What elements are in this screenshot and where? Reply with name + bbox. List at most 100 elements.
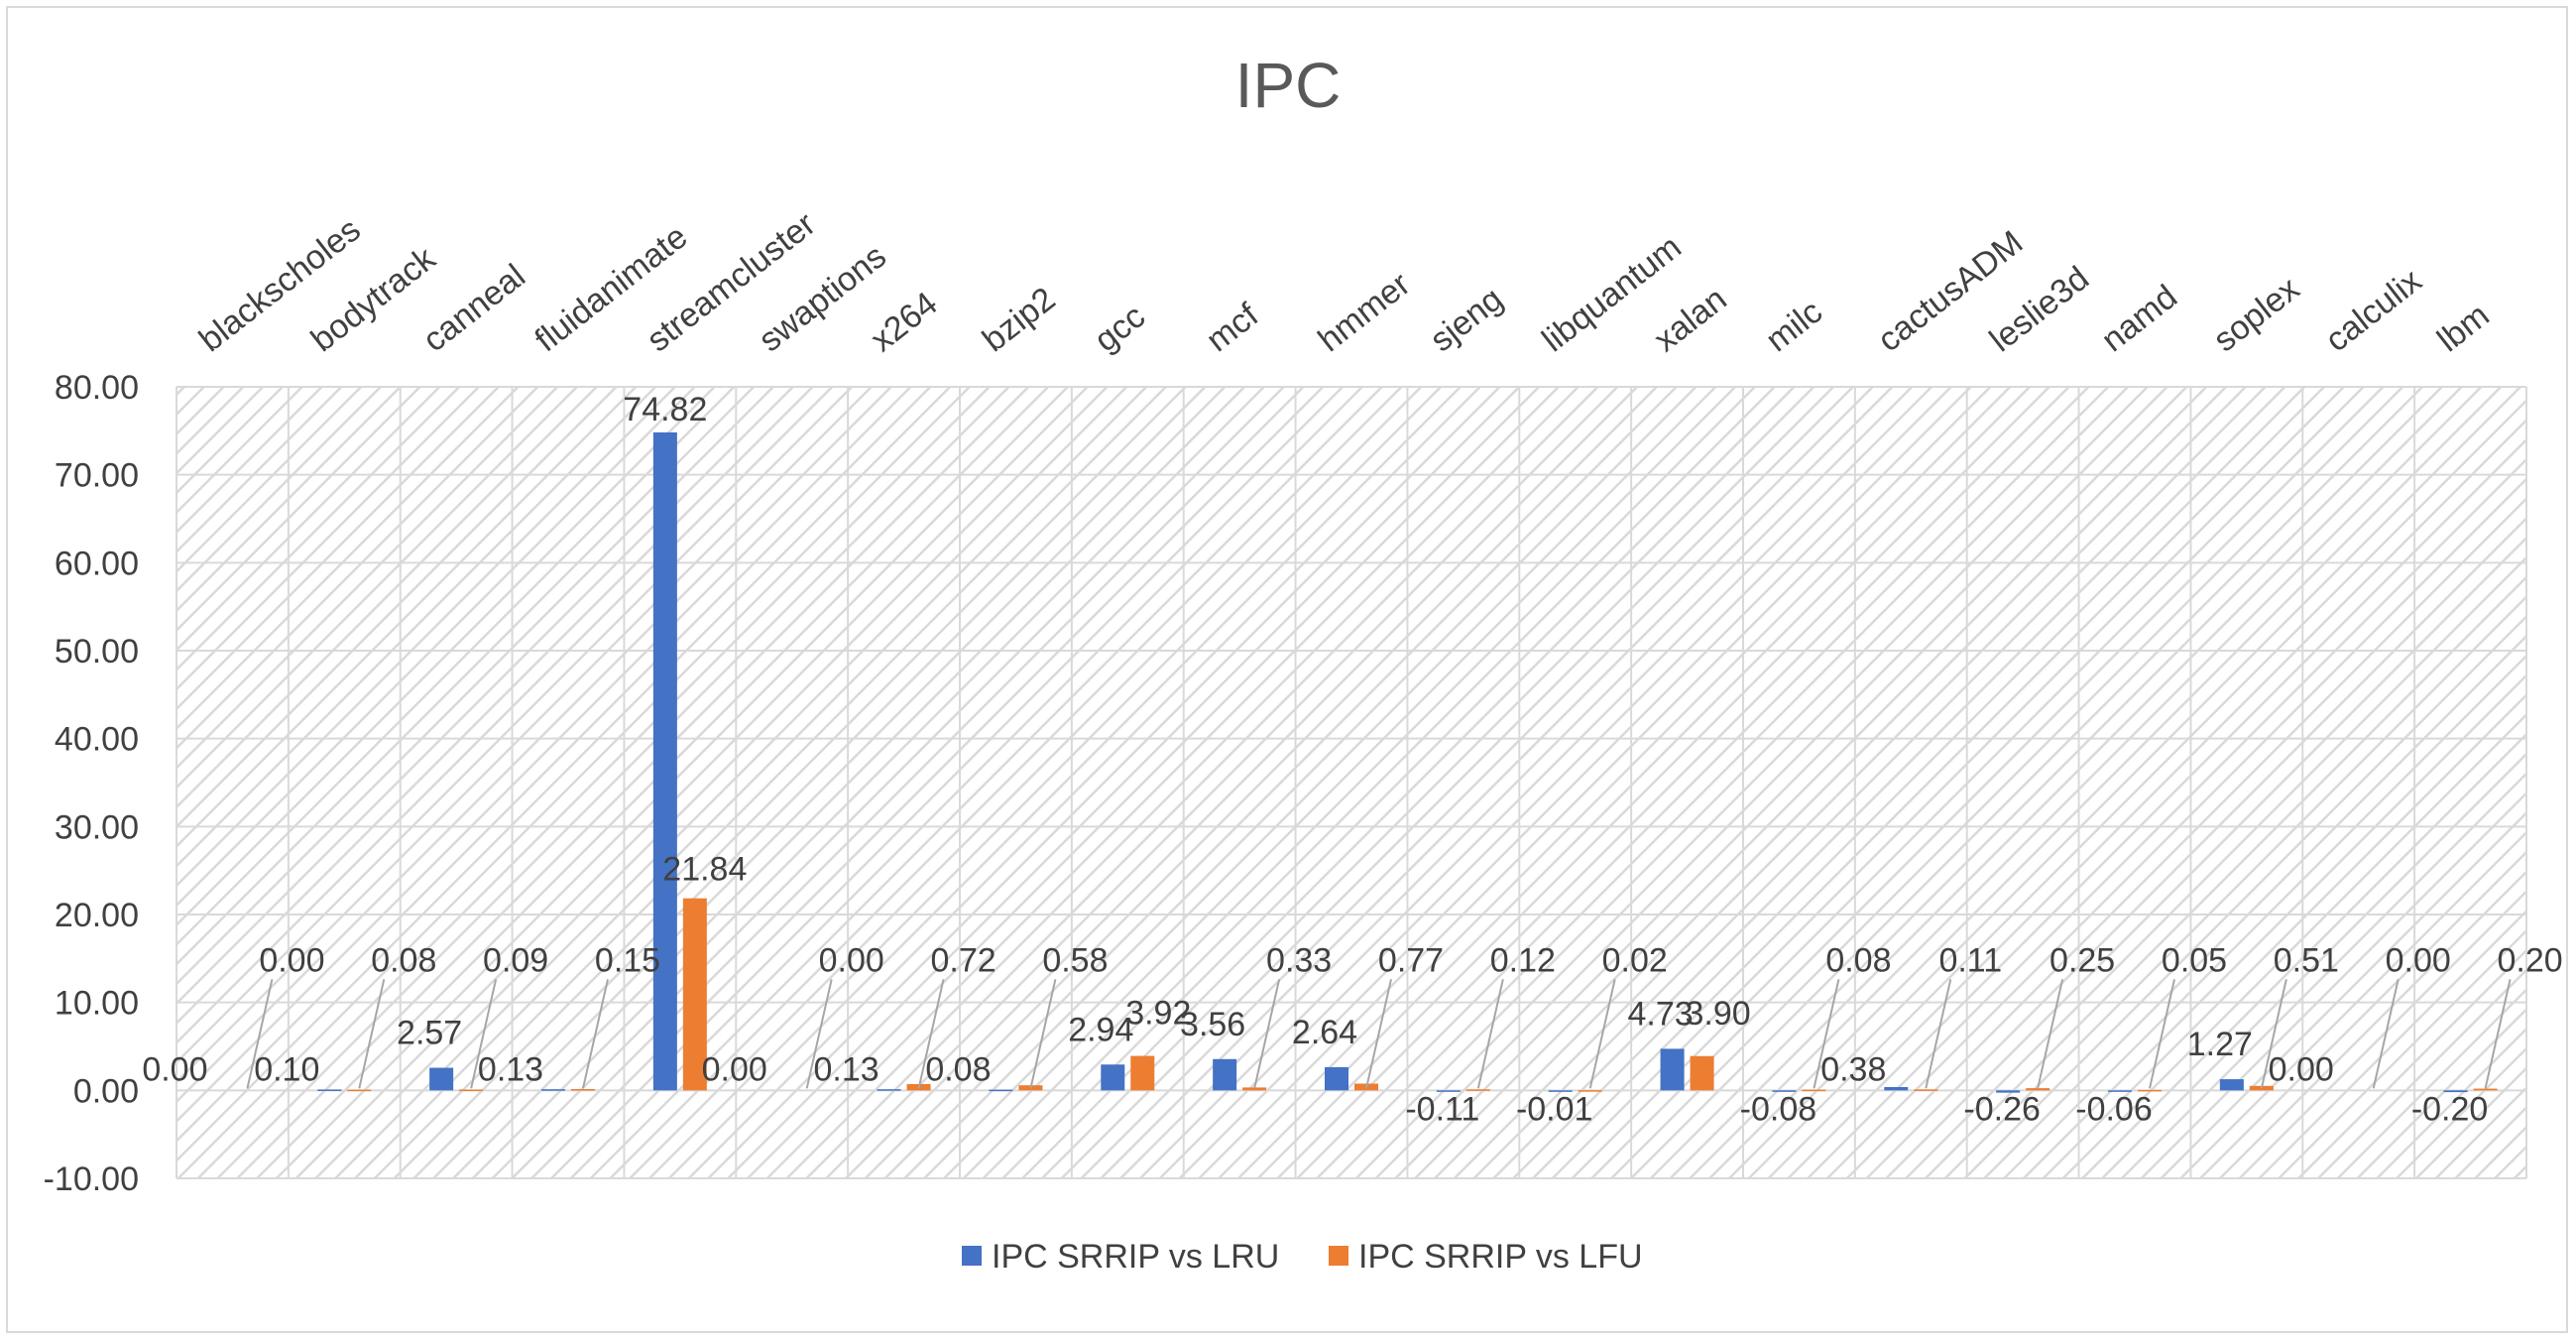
bar-srrip-vs-lru <box>1101 1064 1125 1091</box>
y-tick-label: 50.00 <box>55 633 139 670</box>
data-label-srrip-vs-lfu: 3.92 <box>1125 995 1191 1033</box>
leader-line <box>2484 979 2512 1089</box>
data-label-srrip-vs-lru: -0.11 <box>1405 1090 1479 1128</box>
leader-line <box>1253 979 1281 1089</box>
y-tick-label: 20.00 <box>55 897 139 934</box>
bar-srrip-vs-lfu <box>2473 1088 2498 1091</box>
data-label-srrip-vs-lfu: 0.00 <box>819 941 884 979</box>
data-label-srrip-vs-lru: 2.94 <box>1068 1011 1133 1048</box>
data-label-srrip-vs-lru: -0.26 <box>1963 1090 2041 1128</box>
data-label-srrip-vs-lru: 0.00 <box>2269 1050 2334 1088</box>
bar-srrip-vs-lru <box>1325 1066 1348 1091</box>
x-tick-label: bzip2 <box>976 280 1062 359</box>
data-label-srrip-vs-lfu: 0.12 <box>1490 941 1556 979</box>
data-label-srrip-vs-lru: 0.00 <box>702 1050 767 1088</box>
x-tick-label: milc <box>1759 293 1829 359</box>
data-label-srrip-vs-lfu: 0.02 <box>1602 941 1668 979</box>
leader-line <box>805 979 833 1089</box>
data-label-srrip-vs-lfu: 0.09 <box>483 941 548 979</box>
bar-srrip-vs-lru <box>541 1089 565 1091</box>
data-label-srrip-vs-lru: 4.73 <box>1627 995 1693 1033</box>
x-tick-label: lbm <box>2430 297 2497 360</box>
leader-line <box>2149 979 2175 1089</box>
x-tick-label: x264 <box>864 285 944 359</box>
leader-line <box>2037 979 2064 1089</box>
data-label-srrip-vs-lfu: 0.11 <box>1938 941 2002 979</box>
data-label-srrip-vs-lfu: 0.58 <box>1042 941 1108 979</box>
leader-line <box>1476 979 1504 1089</box>
data-label-srrip-vs-lru: 1.27 <box>2187 1026 2253 1063</box>
x-tick-label: calculix <box>2318 262 2428 360</box>
data-label-srrip-vs-lfu: 0.51 <box>2274 941 2339 979</box>
bar-srrip-vs-lfu <box>2138 1089 2162 1092</box>
bar-srrip-vs-lru <box>989 1089 1013 1092</box>
leader-line <box>2260 979 2287 1089</box>
bar-srrip-vs-lfu <box>2026 1088 2050 1091</box>
x-tick-label: soplex <box>2206 270 2306 359</box>
data-label-srrip-vs-lfu: 0.00 <box>2386 941 2451 979</box>
bar-srrip-vs-lru <box>877 1089 901 1091</box>
y-tick-label: 60.00 <box>55 545 139 582</box>
y-tick-label: 70.00 <box>55 457 139 495</box>
leader-line <box>1588 979 1616 1089</box>
leader-line <box>246 979 274 1089</box>
legend-swatch-srrip-vs-lru <box>962 1246 982 1266</box>
data-label-srrip-vs-lfu: 0.08 <box>1825 941 1891 979</box>
data-label-srrip-vs-lru: 2.57 <box>397 1015 462 1052</box>
x-tick-label: mcf <box>1200 296 1266 359</box>
data-label-srrip-vs-lru: 3.56 <box>1180 1006 1245 1043</box>
data-label-srrip-vs-lfu: 0.72 <box>930 941 995 979</box>
chart-title: IPC <box>1235 50 1342 121</box>
bar-srrip-vs-lfu <box>571 1089 595 1091</box>
y-tick-label: -10.00 <box>44 1160 139 1198</box>
bar-srrip-vs-lru <box>1436 1090 1461 1092</box>
data-label-srrip-vs-lru: -0.01 <box>1516 1090 1593 1128</box>
legend-label-srrip-vs-lfu: IPC SRRIP vs LFU <box>1358 1238 1643 1276</box>
data-label-srrip-vs-lru: -0.20 <box>2411 1090 2489 1128</box>
bar-srrip-vs-lru <box>1884 1086 1909 1091</box>
data-label-srrip-vs-lfu: 3.90 <box>1685 995 1750 1033</box>
y-tick-label: 0.00 <box>73 1072 139 1110</box>
bar-srrip-vs-lfu <box>1130 1055 1155 1091</box>
bar-srrip-vs-lfu <box>1242 1087 1267 1091</box>
data-label-srrip-vs-lfu: 0.33 <box>1266 941 1332 979</box>
data-label-srrip-vs-lfu: 0.15 <box>595 941 660 979</box>
leader-line <box>1925 979 1952 1089</box>
data-label-srrip-vs-lru: 0.00 <box>142 1050 207 1088</box>
leader-line <box>470 979 498 1089</box>
bar-srrip-vs-lru <box>1660 1048 1685 1091</box>
bar-srrip-vs-lfu <box>459 1089 484 1092</box>
x-tick-label: sjeng <box>1423 280 1509 359</box>
bar-srrip-vs-lru <box>2219 1079 2244 1091</box>
data-label-srrip-vs-lfu: 0.25 <box>2049 941 2115 979</box>
bar-srrip-vs-lru <box>1213 1058 1237 1091</box>
bar-srrip-vs-lru <box>429 1067 454 1091</box>
bar-srrip-vs-lru <box>652 431 677 1091</box>
y-tick-label: 10.00 <box>55 985 139 1023</box>
data-label-srrip-vs-lru: 0.13 <box>813 1050 878 1088</box>
y-tick-label: 30.00 <box>55 808 139 846</box>
data-label-srrip-vs-lfu: 21.84 <box>662 851 747 889</box>
data-label-srrip-vs-lru: 74.82 <box>623 391 707 428</box>
legend-label-srrip-vs-lru: IPC SRRIP vs LRU <box>992 1238 1279 1276</box>
leader-line <box>2372 979 2400 1089</box>
y-tick-label: 40.00 <box>55 721 139 759</box>
bar-srrip-vs-lfu <box>1578 1090 1602 1092</box>
leader-line <box>582 979 609 1089</box>
bar-srrip-vs-lfu <box>1914 1089 1938 1091</box>
bar-srrip-vs-lfu <box>347 1089 372 1092</box>
bar-srrip-vs-lfu <box>1802 1089 1826 1092</box>
data-label-srrip-vs-lru: 0.08 <box>925 1050 991 1088</box>
x-tick-label: namd <box>2095 278 2184 359</box>
x-tick-label: gcc <box>1088 298 1152 360</box>
leader-line <box>358 979 386 1089</box>
data-label-srrip-vs-lru: 2.64 <box>1292 1014 1357 1051</box>
data-label-srrip-vs-lfu: 0.20 <box>2497 941 2562 979</box>
data-label-srrip-vs-lfu: 0.08 <box>371 941 436 979</box>
y-tick-label: 80.00 <box>55 369 139 407</box>
x-tick-label: hmmer <box>1312 265 1418 359</box>
bar-srrip-vs-lru <box>2443 1090 2468 1093</box>
data-label-srrip-vs-lru: 0.13 <box>478 1050 543 1088</box>
leader-line <box>1365 979 1392 1089</box>
